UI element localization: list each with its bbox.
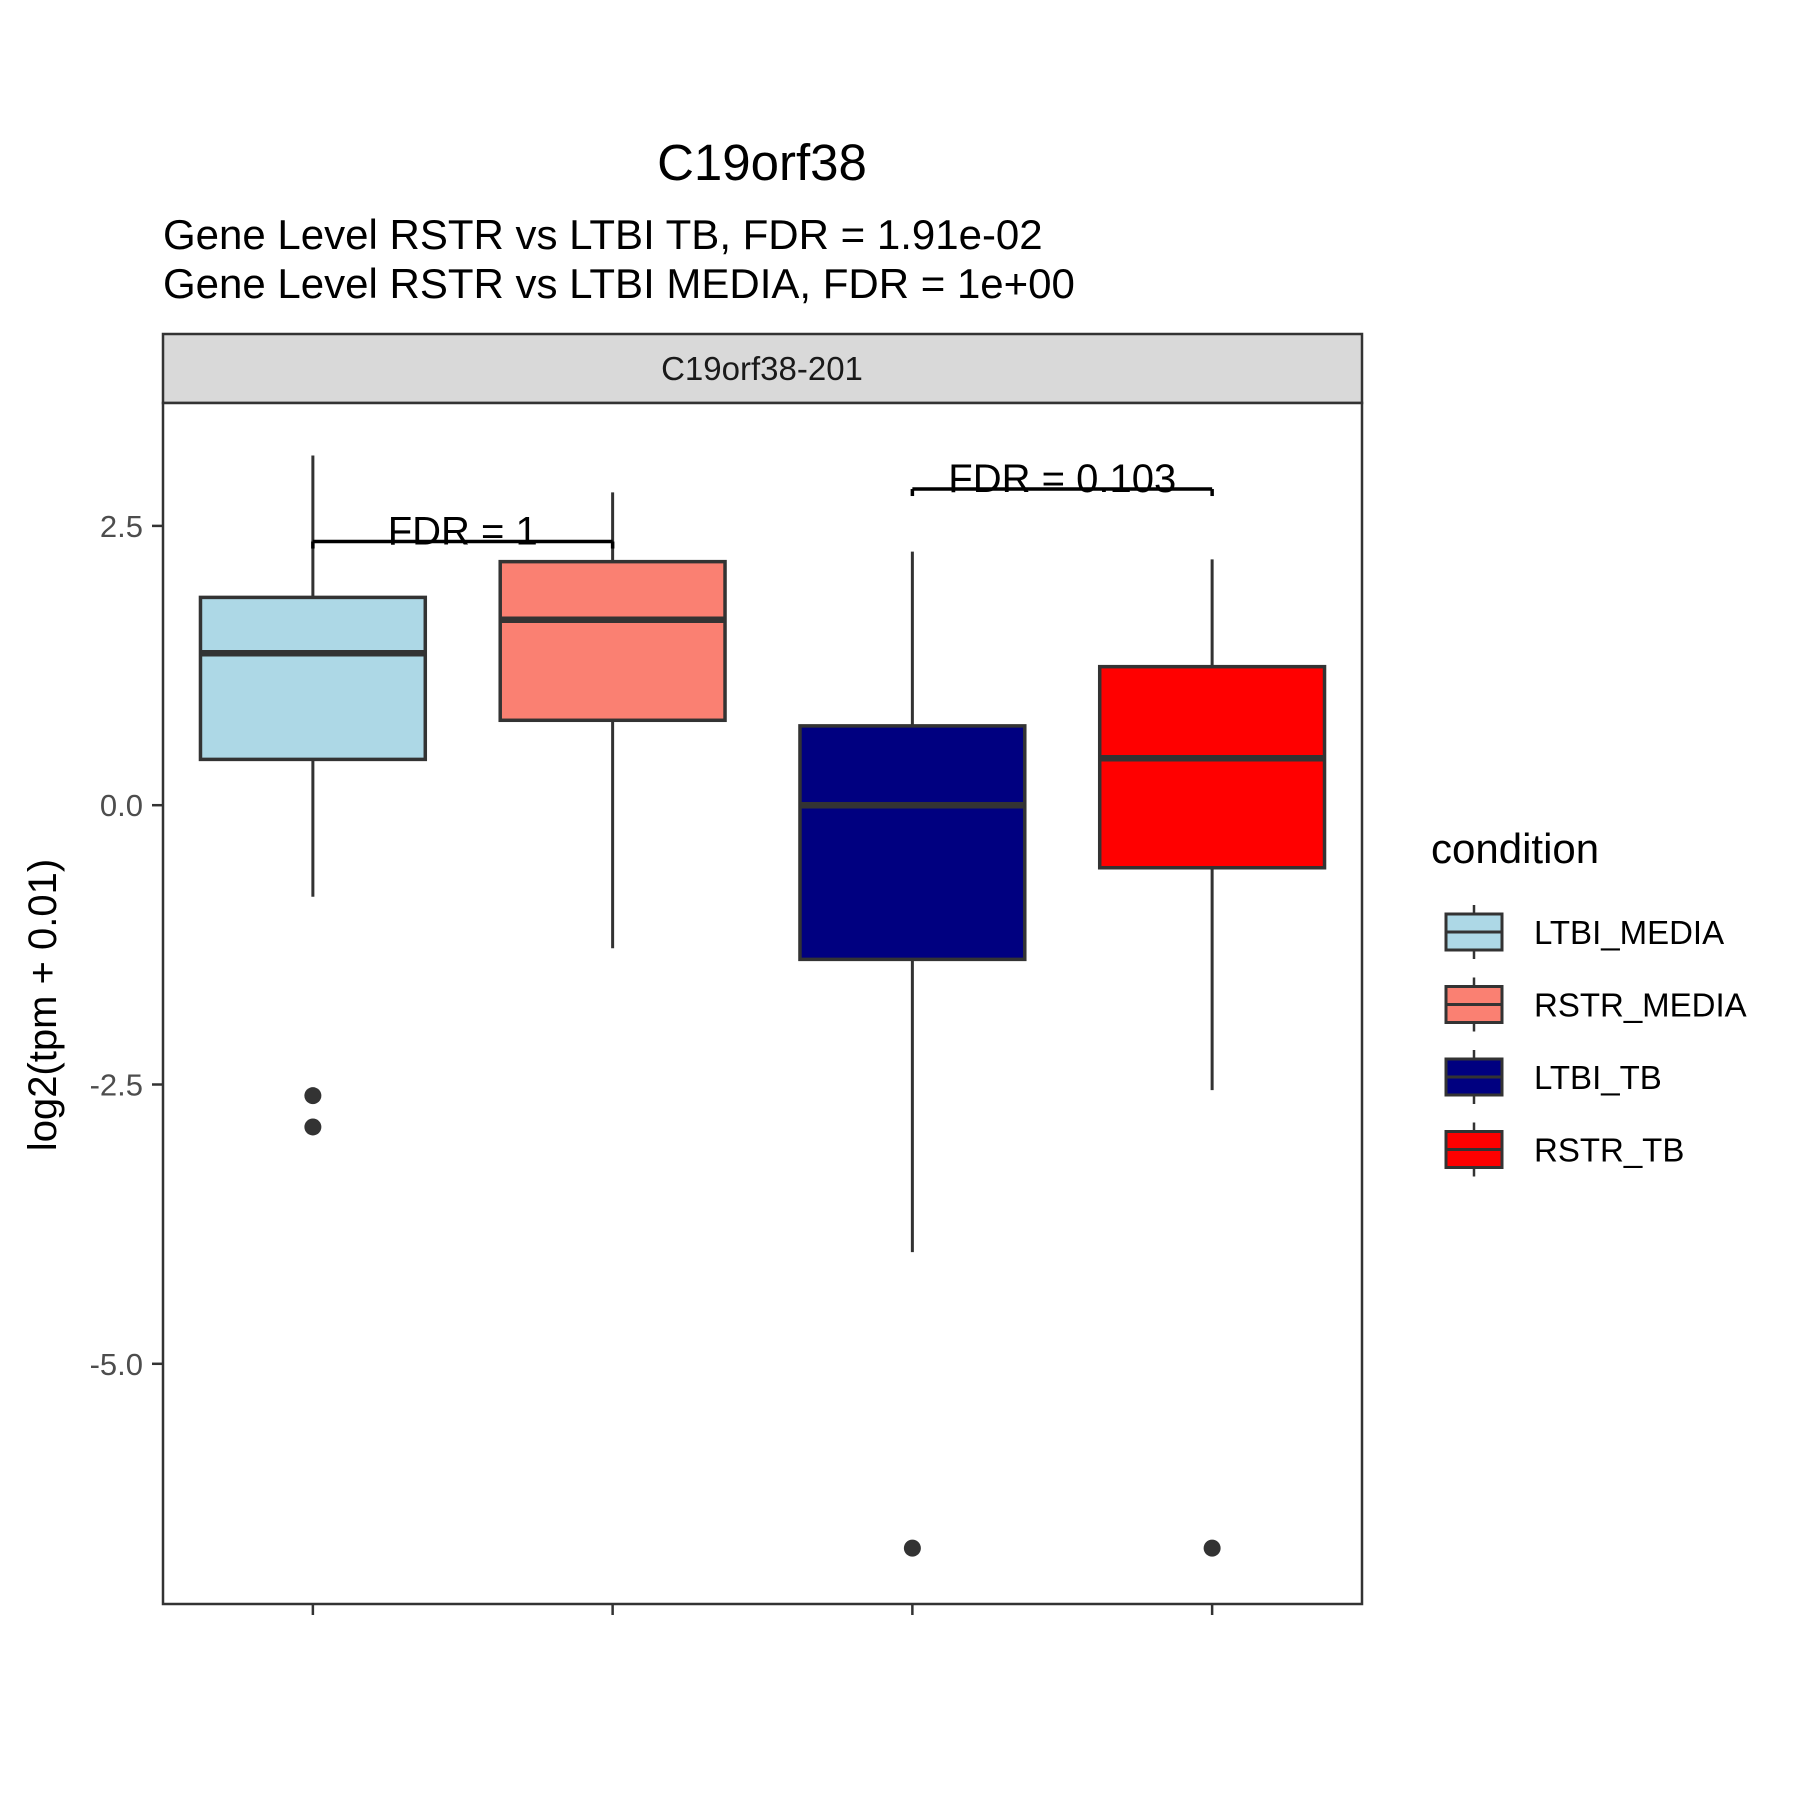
legend-item-ltbi-tb: LTBI_TB — [1444, 1050, 1662, 1104]
x-axis — [311, 1604, 1214, 1615]
y-axis-title: log2(tpm + 0.01) — [21, 859, 65, 1151]
box-series — [198, 455, 1327, 1557]
fdr-label: FDR = 1 — [388, 510, 538, 554]
y-tick-label: 2.5 — [100, 509, 143, 544]
box-rstr-media — [498, 492, 727, 949]
box-iqr — [1097, 664, 1327, 870]
legend-item-rstr-media: RSTR_MEDIA — [1444, 977, 1747, 1032]
y-tick-label: 0.0 — [100, 788, 143, 823]
legend-label: LTBI_MEDIA — [1534, 914, 1724, 951]
fdr-annotations: FDR = 1 FDR = 0.103 — [311, 457, 1214, 554]
chart-subtitle-line-1: Gene Level RSTR vs LTBI TB, FDR = 1.91e-… — [163, 211, 1043, 258]
facet-strip — [161, 332, 1364, 405]
legend-label: RSTR_TB — [1534, 1132, 1684, 1169]
chart-title: C19orf38 — [657, 134, 867, 191]
fdr-label: FDR = 0.103 — [948, 457, 1176, 501]
legend: condition LTBI_MEDIA RSTR_MEDIA LTBI_TB RST… — [1431, 825, 1747, 1177]
outlier-point — [903, 1539, 921, 1557]
facet-strip-label: C19orf38-201 — [661, 350, 863, 387]
fdr-bracket: FDR = 0.103 — [910, 457, 1214, 501]
legend-item-rstr-tb: RSTR_TB — [1444, 1122, 1684, 1177]
outlier-point — [1203, 1539, 1221, 1557]
y-tick-label: -5.0 — [90, 1347, 143, 1382]
box-ltbi-media — [198, 455, 428, 1136]
outlier-point — [304, 1087, 322, 1105]
box-ltbi-tb — [798, 551, 1027, 1557]
chart-subtitle-line-2: Gene Level RSTR vs LTBI MEDIA, FDR = 1e+… — [163, 260, 1075, 307]
box-rstr-tb — [1097, 559, 1327, 1557]
legend-title: condition — [1431, 825, 1599, 872]
fdr-bracket: FDR = 1 — [311, 510, 615, 554]
legend-item-ltbi-media: LTBI_MEDIA — [1444, 905, 1724, 959]
y-axis: 2.5 0.0 -2.5 -5.0 — [90, 509, 163, 1382]
plot-panel — [161, 401, 1364, 1606]
box-iqr — [198, 595, 428, 762]
legend-label: LTBI_TB — [1534, 1059, 1662, 1096]
box-iqr — [798, 724, 1027, 962]
outlier-point — [304, 1118, 322, 1136]
y-tick-label: -2.5 — [90, 1067, 143, 1102]
box-iqr — [498, 559, 727, 723]
legend-label: RSTR_MEDIA — [1534, 987, 1747, 1024]
